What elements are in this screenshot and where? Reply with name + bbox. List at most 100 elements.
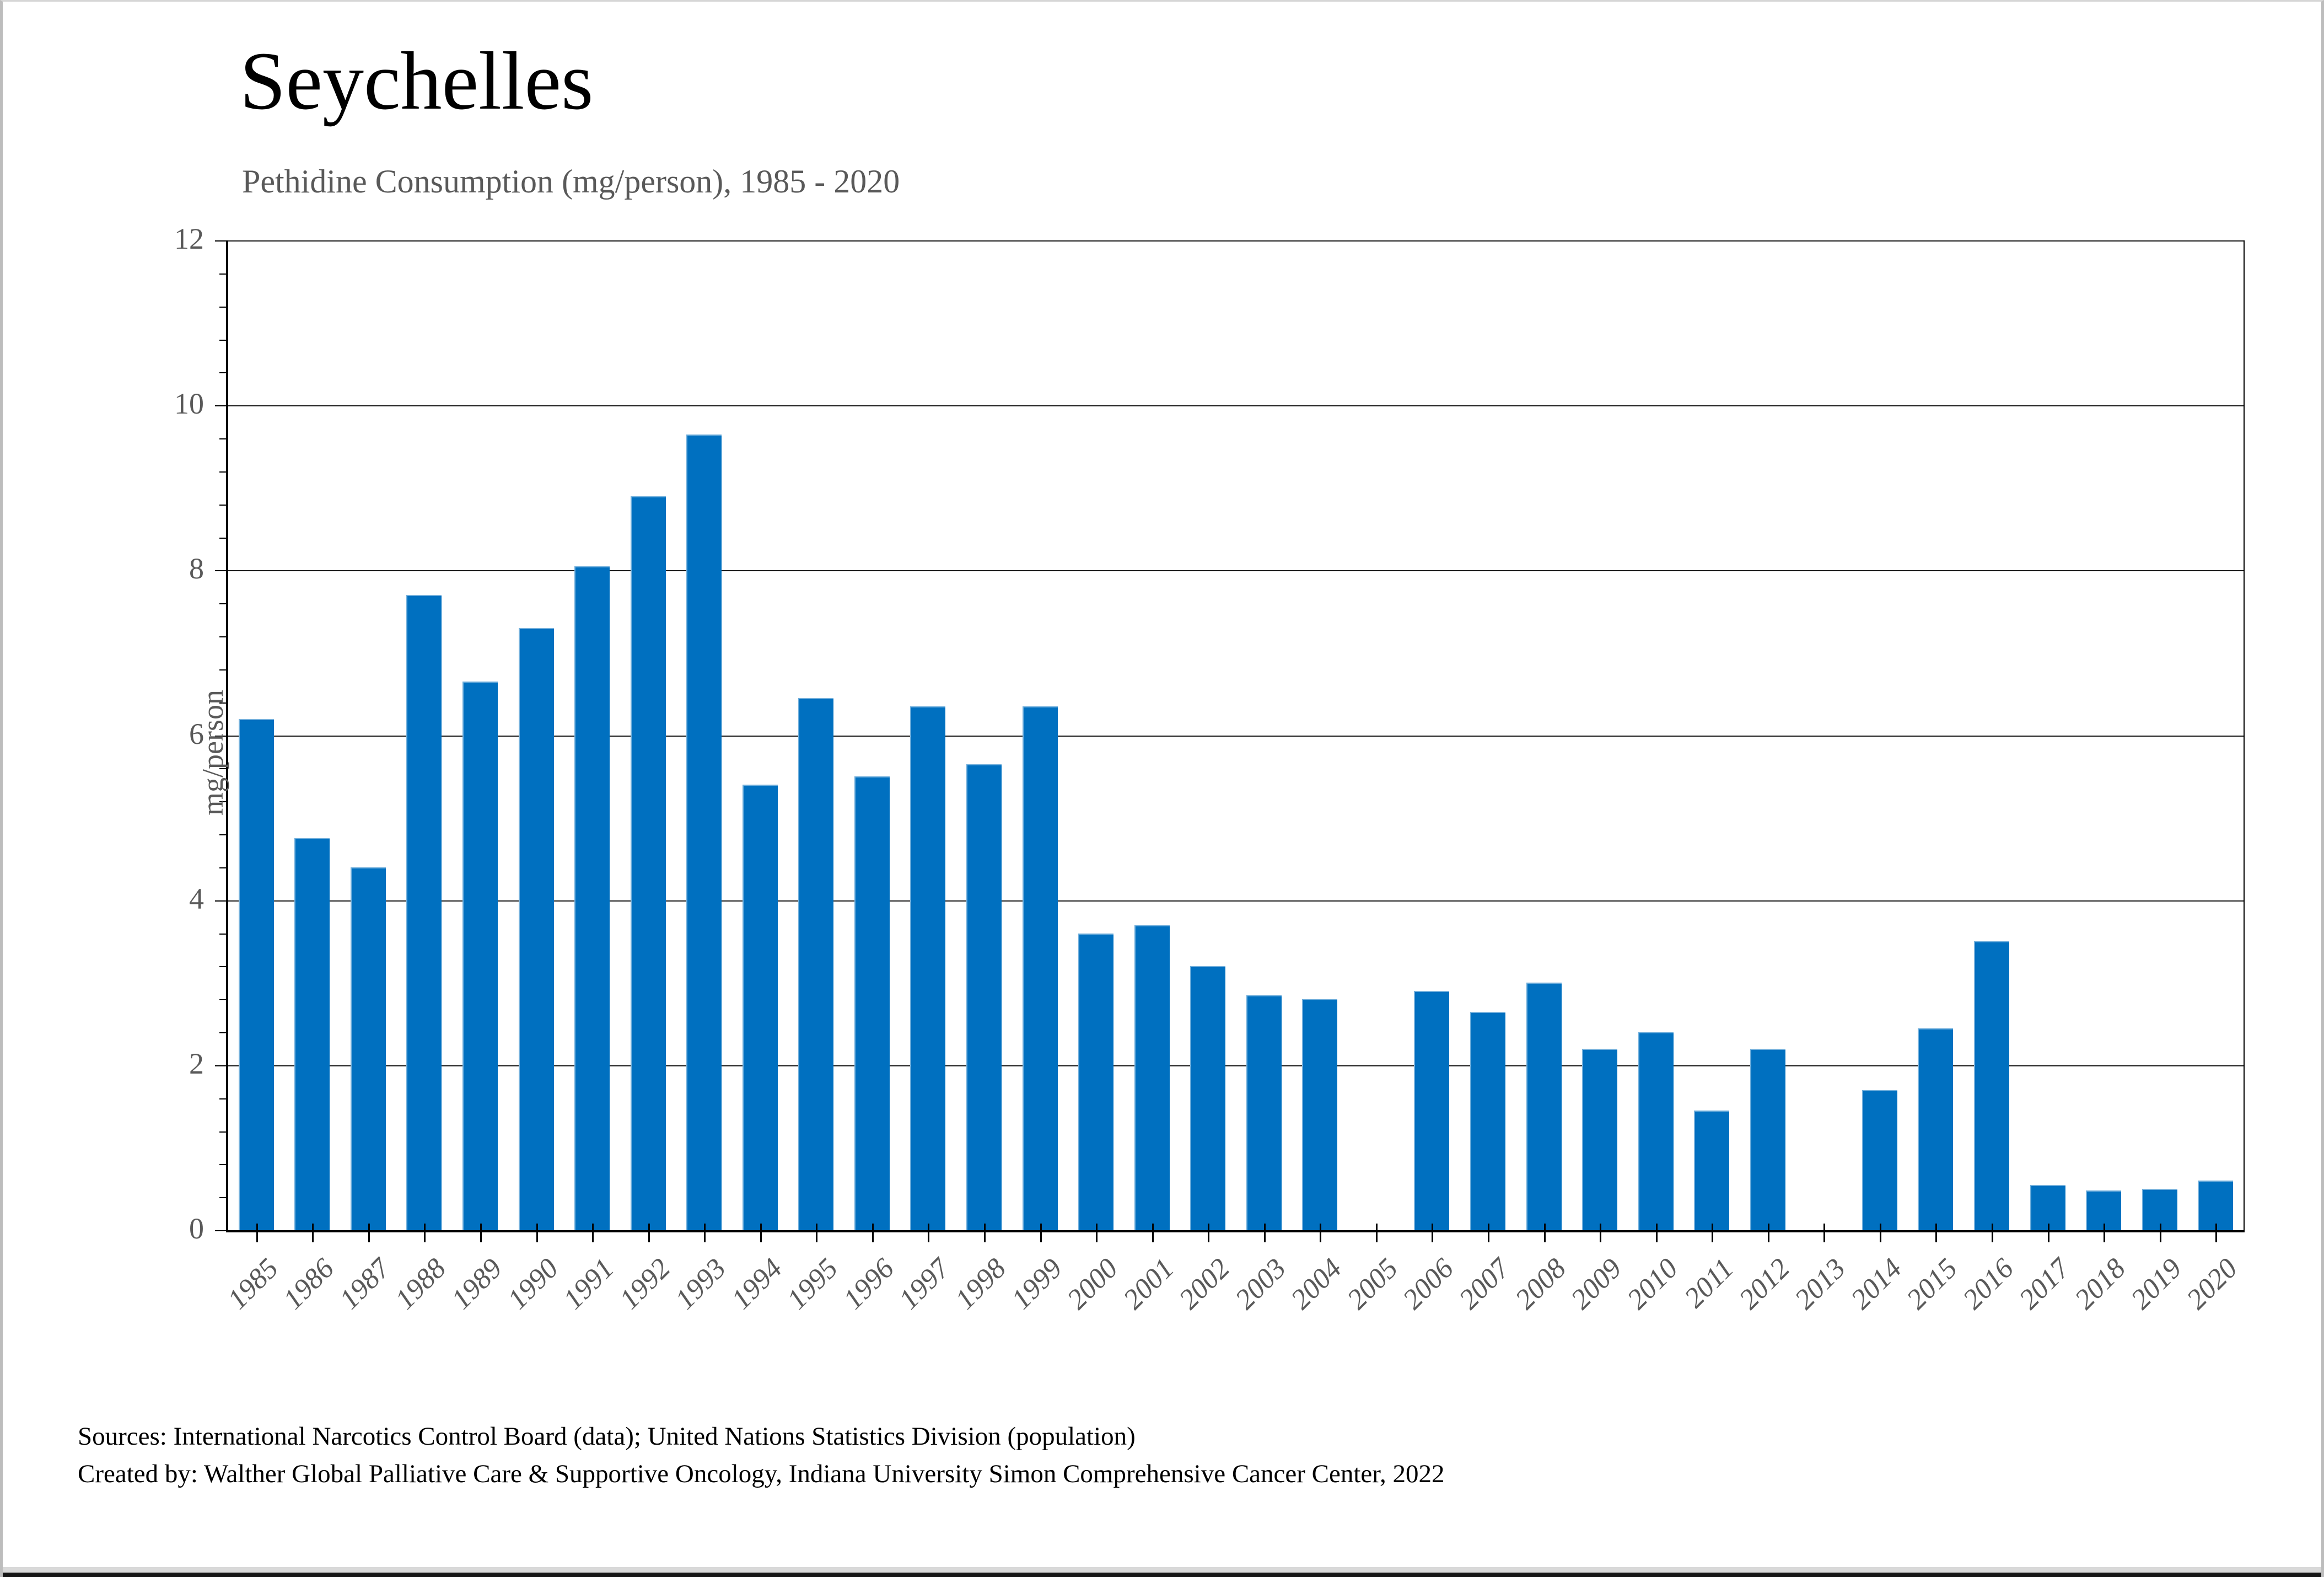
y-minor-tick-3.6 bbox=[219, 933, 228, 935]
x-tick-1990 bbox=[536, 1224, 538, 1242]
bar-1989 bbox=[462, 682, 498, 1230]
y-minor-tick-7.6 bbox=[219, 603, 228, 605]
bar-1985 bbox=[238, 718, 274, 1230]
y-minor-tick-2.8 bbox=[219, 999, 228, 1001]
x-tick-2005 bbox=[1375, 1224, 1378, 1242]
x-tick-1993 bbox=[704, 1224, 706, 1242]
bar-2019 bbox=[2142, 1189, 2177, 1230]
x-tick-1986 bbox=[312, 1224, 314, 1242]
chart-title: Seychelles bbox=[240, 35, 594, 127]
bar-1997 bbox=[910, 706, 946, 1230]
screen-bottom-edge bbox=[3, 1573, 2321, 1577]
y-minor-tick-8.4 bbox=[219, 537, 228, 539]
gridline-y-8 bbox=[228, 570, 2244, 572]
bar-1988 bbox=[406, 595, 442, 1230]
bar-2008 bbox=[1526, 983, 1562, 1230]
bar-1995 bbox=[798, 698, 834, 1230]
bar-2007 bbox=[1470, 1011, 1505, 1230]
bar-1987 bbox=[350, 867, 386, 1230]
bar-1991 bbox=[574, 566, 610, 1230]
x-tick-2015 bbox=[1935, 1224, 1938, 1242]
bar-2018 bbox=[2086, 1190, 2122, 1230]
y-minor-tick-7.2 bbox=[219, 636, 228, 637]
y-minor-tick-10.8 bbox=[219, 339, 228, 341]
y-minor-tick-1.2 bbox=[219, 1131, 228, 1133]
y-axis-title: mg/person bbox=[196, 689, 229, 816]
y-minor-tick-4.8 bbox=[219, 834, 228, 835]
x-tick-2018 bbox=[2104, 1224, 2106, 1242]
y-minor-tick-5.2 bbox=[219, 801, 228, 803]
y-tick-label-8: 8 bbox=[189, 552, 204, 586]
y-minor-tick-8.8 bbox=[219, 504, 228, 506]
x-tick-2012 bbox=[1767, 1224, 1769, 1242]
bar-2009 bbox=[1582, 1048, 1618, 1230]
bar-2015 bbox=[1918, 1028, 1954, 1230]
y-minor-tick-9.6 bbox=[219, 438, 228, 439]
x-tick-2002 bbox=[1208, 1224, 1210, 1242]
x-tick-1992 bbox=[648, 1224, 650, 1242]
window-bottom-edge bbox=[3, 1567, 2321, 1573]
x-tick-2010 bbox=[1655, 1224, 1658, 1242]
y-tick-label-4: 4 bbox=[189, 882, 204, 915]
y-tick-label-0: 0 bbox=[189, 1212, 204, 1245]
bar-1993 bbox=[686, 434, 722, 1230]
x-tick-2019 bbox=[2159, 1224, 2161, 1242]
y-tick-label-6: 6 bbox=[189, 717, 204, 750]
y-tick-label-10: 10 bbox=[174, 387, 204, 421]
bar-2012 bbox=[1750, 1048, 1785, 1230]
bar-1996 bbox=[854, 776, 890, 1230]
x-tick-1999 bbox=[1040, 1224, 1042, 1242]
bar-2010 bbox=[1638, 1032, 1674, 1230]
plot-area: mg/person bbox=[196, 240, 2245, 1242]
y-minor-tick-4.4 bbox=[219, 867, 228, 868]
gridline-y-6 bbox=[228, 735, 2244, 737]
x-tick-1995 bbox=[816, 1224, 818, 1242]
y-major-tick-12 bbox=[215, 240, 228, 242]
x-tick-1989 bbox=[480, 1224, 482, 1242]
x-tick-2003 bbox=[1263, 1224, 1266, 1242]
gridline-y-12 bbox=[228, 240, 2244, 242]
bar-2017 bbox=[2030, 1184, 2065, 1230]
x-tick-1997 bbox=[928, 1224, 930, 1242]
y-minor-tick-0.8 bbox=[219, 1164, 228, 1166]
bar-2011 bbox=[1694, 1111, 1730, 1230]
source-line-1: Sources: International Narcotics Control… bbox=[78, 1422, 1136, 1451]
bar-2004 bbox=[1302, 999, 1338, 1230]
source-line-2: Created by: Walther Global Palliative Ca… bbox=[78, 1460, 1445, 1489]
y-major-tick-6 bbox=[215, 735, 228, 737]
bar-1998 bbox=[966, 764, 1002, 1230]
y-minor-tick-0.4 bbox=[219, 1197, 228, 1199]
y-minor-tick-2.4 bbox=[219, 1032, 228, 1033]
bar-2020 bbox=[2198, 1181, 2234, 1230]
x-tick-2000 bbox=[1096, 1224, 1098, 1242]
y-major-tick-2 bbox=[215, 1065, 228, 1066]
bar-1986 bbox=[294, 838, 330, 1230]
source-note: Sources: International Narcotics Control… bbox=[78, 1418, 1445, 1493]
x-tick-1998 bbox=[984, 1224, 986, 1242]
bar-2001 bbox=[1134, 925, 1170, 1230]
x-tick-2008 bbox=[1543, 1224, 1546, 1242]
y-tick-label-12: 12 bbox=[174, 222, 204, 255]
x-tick-1996 bbox=[872, 1224, 874, 1242]
y-minor-tick-6.4 bbox=[219, 702, 228, 704]
bar-1990 bbox=[518, 628, 554, 1230]
x-tick-2007 bbox=[1488, 1224, 1489, 1242]
bar-2002 bbox=[1190, 966, 1226, 1230]
x-tick-1987 bbox=[368, 1224, 370, 1242]
x-tick-2011 bbox=[1712, 1224, 1714, 1242]
bar-1999 bbox=[1022, 706, 1058, 1230]
x-tick-2017 bbox=[2047, 1224, 2049, 1242]
x-tick-label-2020: 2020 bbox=[2181, 1252, 2244, 1316]
x-tick-2009 bbox=[1600, 1224, 1602, 1242]
y-major-tick-4 bbox=[215, 900, 228, 902]
bar-1992 bbox=[630, 496, 666, 1230]
y-minor-tick-1.6 bbox=[219, 1098, 228, 1099]
x-tick-2014 bbox=[1879, 1224, 1881, 1242]
x-tick-1991 bbox=[592, 1224, 594, 1242]
x-tick-2006 bbox=[1432, 1224, 1434, 1242]
x-tick-1985 bbox=[256, 1224, 258, 1242]
bar-2003 bbox=[1246, 995, 1282, 1230]
bar-2000 bbox=[1078, 933, 1114, 1230]
gridline-y-2 bbox=[228, 1065, 2244, 1066]
bar-2006 bbox=[1414, 991, 1450, 1230]
